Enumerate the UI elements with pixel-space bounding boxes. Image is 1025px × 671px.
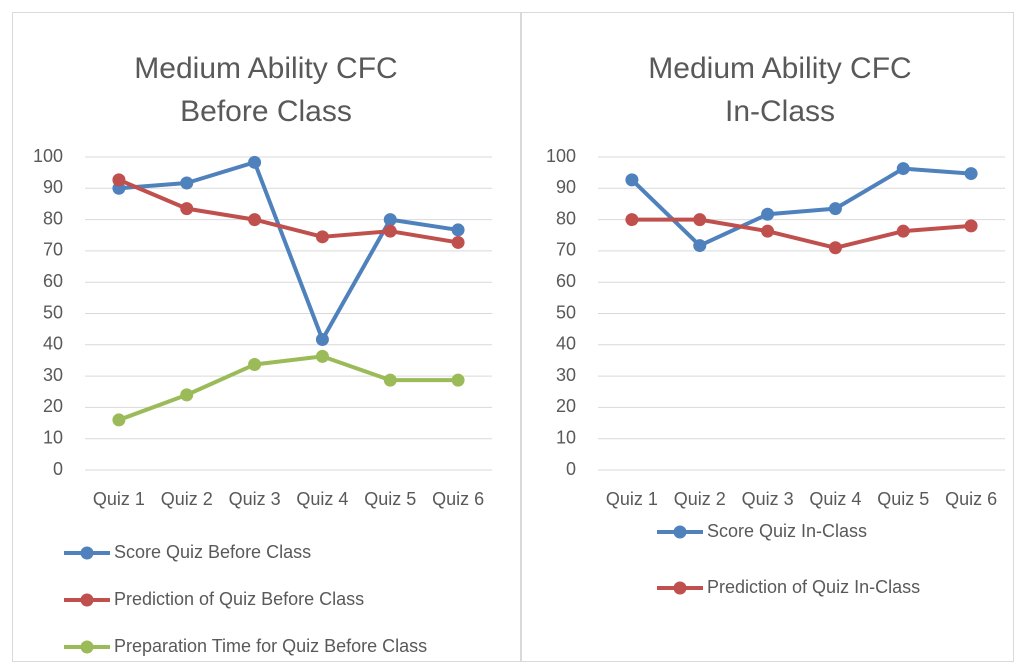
legend-entry: Prediction of Quiz In-Class <box>655 573 941 602</box>
y-tick-label: 60 <box>556 271 576 291</box>
y-tick-label: 60 <box>43 271 63 291</box>
series-line <box>630 166 972 248</box>
series-line <box>118 178 459 245</box>
legend-swatch <box>64 546 110 560</box>
data-point <box>964 167 978 181</box>
chart-title: Before Class <box>180 95 352 128</box>
data-point <box>248 213 262 227</box>
y-tick-label: 40 <box>43 334 63 354</box>
y-tick-label: 90 <box>556 177 576 197</box>
x-tick-label: Quiz 4 <box>809 489 861 509</box>
y-tick-label: 20 <box>43 396 63 416</box>
data-point <box>180 176 194 190</box>
chart-frame <box>521 12 1014 662</box>
legend-label: Prediction of Quiz Before Class <box>114 589 365 609</box>
x-tick-label: Quiz 4 <box>296 489 348 509</box>
y-tick-label: 80 <box>43 208 63 228</box>
legend-swatch <box>657 525 703 539</box>
data-point <box>180 202 194 216</box>
data-point <box>383 373 397 387</box>
y-tick-label: 10 <box>556 427 576 447</box>
data-point <box>828 241 842 255</box>
data-point <box>112 173 126 187</box>
data-point <box>383 224 397 238</box>
series-line <box>631 217 972 250</box>
x-tick-label: Quiz 3 <box>742 489 794 509</box>
data-point <box>896 162 910 176</box>
legend-swatch <box>657 581 703 595</box>
y-tick-label: 100 <box>546 146 576 166</box>
y-tick-label: 70 <box>43 240 63 260</box>
data-point <box>625 173 639 187</box>
chart-frame <box>12 12 521 662</box>
y-tick-label: 40 <box>556 334 576 354</box>
x-tick-label: Quiz 1 <box>93 489 145 509</box>
data-point <box>896 224 910 238</box>
x-tick-label: Quiz 1 <box>606 489 658 509</box>
x-tick-label: Quiz 5 <box>877 489 929 509</box>
y-tick-label: 10 <box>43 427 63 447</box>
x-tick-label: Quiz 3 <box>229 489 281 509</box>
x-tick-label: Quiz 5 <box>364 489 416 509</box>
data-point <box>112 413 126 427</box>
legend-marker <box>80 546 94 560</box>
y-tick-label: 70 <box>556 240 576 260</box>
legend-entry: Preparation Time for Quiz Before Class <box>62 632 538 661</box>
legend-entry: Prediction of Quiz Before Class <box>62 585 538 614</box>
data-point <box>451 223 465 237</box>
y-tick-label: 20 <box>556 396 576 416</box>
chart-title: Medium Ability CFC <box>134 52 397 85</box>
data-point <box>693 213 707 227</box>
chart-title: Medium Ability CFC <box>648 52 911 85</box>
legend-swatch <box>64 593 110 607</box>
y-tick-label: 100 <box>33 146 63 166</box>
data-point <box>964 219 978 233</box>
y-tick-label: 30 <box>556 365 576 385</box>
data-point <box>383 213 397 227</box>
series-line <box>118 354 459 422</box>
data-point <box>451 235 465 249</box>
chart-title: In-Class <box>725 95 835 128</box>
data-point <box>248 155 262 169</box>
data-point <box>315 332 329 346</box>
legend-label: Preparation Time for Quiz Before Class <box>114 636 428 656</box>
x-tick-label: Quiz 6 <box>945 489 997 509</box>
data-point <box>828 202 842 216</box>
legend-swatch <box>64 640 110 654</box>
x-tick-label: Quiz 2 <box>674 489 726 509</box>
x-tick-label: Quiz 6 <box>432 489 484 509</box>
data-point <box>315 230 329 244</box>
legend-marker <box>673 581 687 595</box>
legend-marker <box>80 640 94 654</box>
y-tick-label: 30 <box>43 365 63 385</box>
data-point <box>315 349 329 363</box>
data-point <box>761 224 775 238</box>
legend-marker <box>80 593 94 607</box>
data-point <box>451 373 465 387</box>
legend-entry: Score Quiz Before Class <box>62 538 538 567</box>
data-point <box>180 388 194 402</box>
data-point <box>248 358 262 372</box>
y-tick-label: 80 <box>556 208 576 228</box>
data-point <box>625 213 639 227</box>
data-point <box>761 207 775 221</box>
y-tick-label: 0 <box>566 459 576 479</box>
y-tick-label: 50 <box>556 302 576 322</box>
data-point <box>693 239 707 253</box>
x-tick-label: Quiz 2 <box>161 489 213 509</box>
series-line <box>118 160 459 342</box>
legend-label: Score Quiz In-Class <box>707 521 868 541</box>
y-tick-label: 50 <box>43 302 63 322</box>
legend-label: Score Quiz Before Class <box>114 542 312 562</box>
legend-marker <box>673 525 687 539</box>
y-tick-label: 90 <box>43 177 63 197</box>
legend-label: Prediction of Quiz In-Class <box>707 577 921 597</box>
y-tick-label: 0 <box>53 459 63 479</box>
legend-entry: Score Quiz In-Class <box>655 517 941 546</box>
